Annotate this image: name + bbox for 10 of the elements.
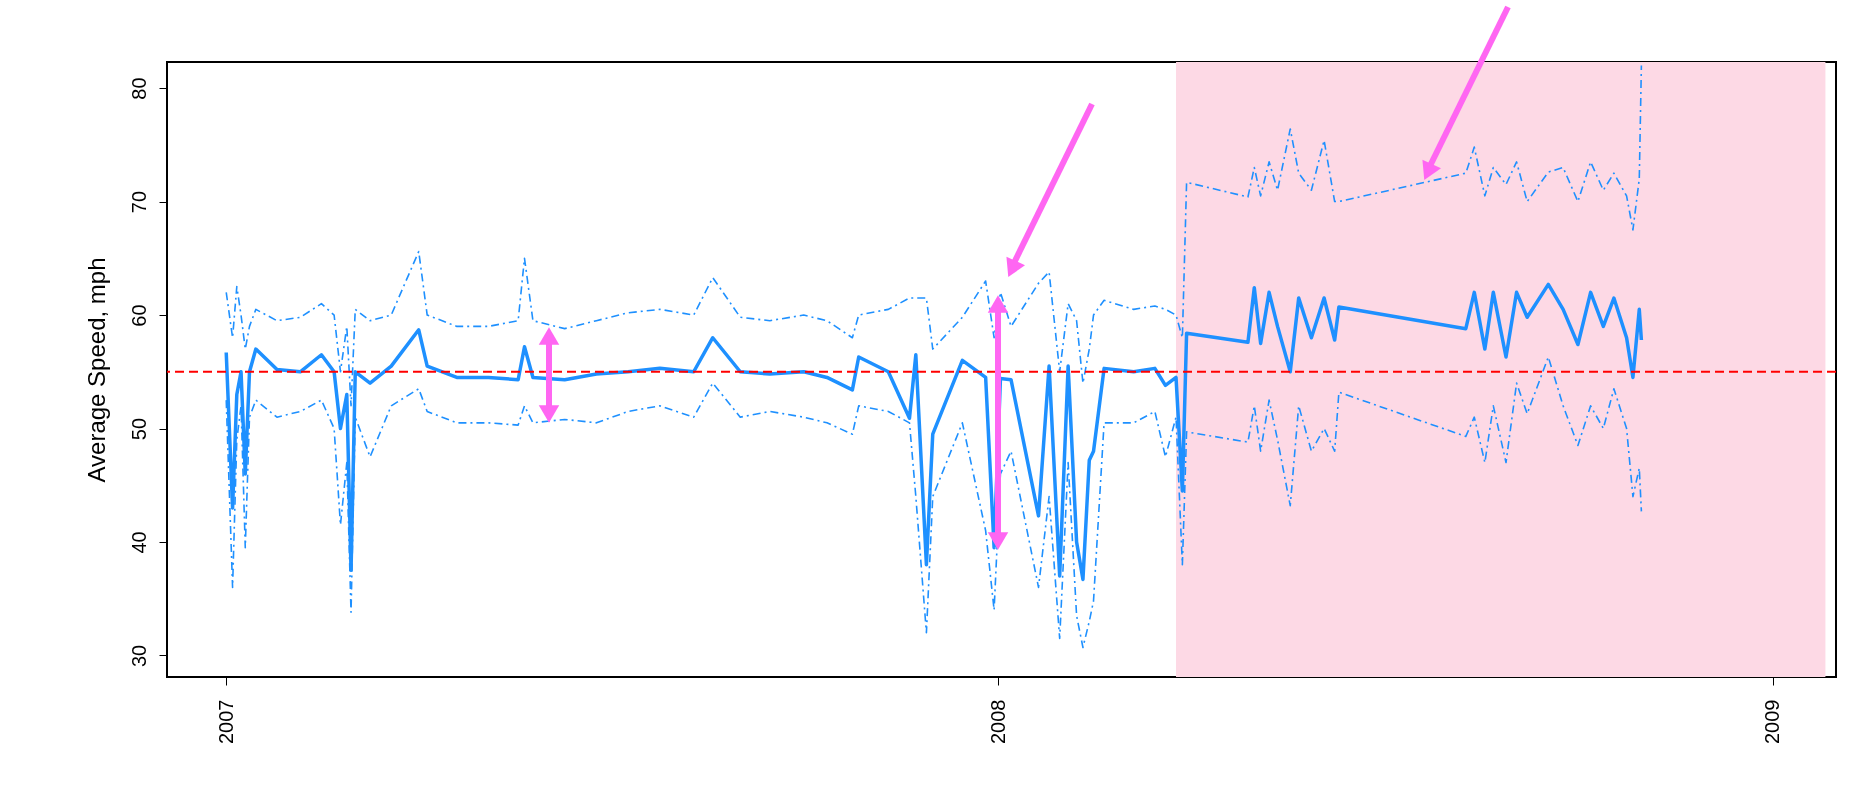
y-tick-label: 40 bbox=[127, 531, 150, 554]
y-tick-label: 70 bbox=[127, 190, 150, 214]
y-tick-label: 30 bbox=[127, 644, 150, 668]
y-axis-title: Average Speed, mph bbox=[82, 257, 110, 483]
y-tick-label: 60 bbox=[127, 304, 150, 327]
y-tick-label: 80 bbox=[127, 77, 150, 100]
x-tick-label: 2007 bbox=[214, 699, 237, 744]
x-tick-label: 2008 bbox=[986, 699, 1009, 744]
y-tick-label: 50 bbox=[127, 417, 150, 441]
x-tick-label: 2009 bbox=[1761, 699, 1784, 744]
